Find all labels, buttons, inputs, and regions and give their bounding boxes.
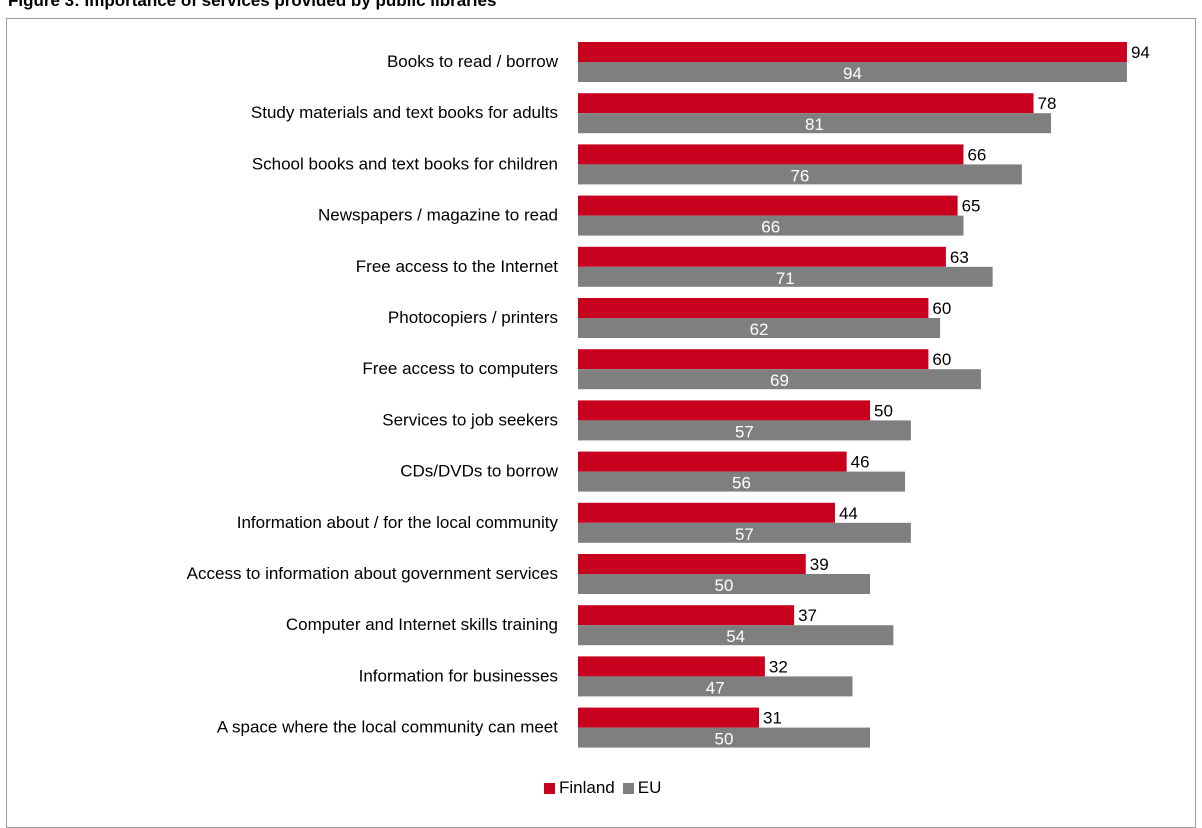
data-label-finland: 31 xyxy=(763,709,782,728)
data-label-eu: 66 xyxy=(761,218,780,237)
data-label-finland: 32 xyxy=(769,657,788,676)
category-label: Computer and Internet skills training xyxy=(286,615,558,634)
bar-finland xyxy=(578,656,765,677)
bar-finland xyxy=(578,554,806,574)
bar-eu xyxy=(578,369,981,390)
bar-eu xyxy=(578,727,870,748)
legend-swatch-finland xyxy=(544,782,555,794)
bar-finland xyxy=(578,42,1127,62)
bar-finland xyxy=(578,605,795,626)
data-label-eu: 56 xyxy=(732,474,751,493)
bar-eu xyxy=(578,471,906,492)
data-label-finland: 39 xyxy=(810,555,829,574)
bar-finland xyxy=(578,298,929,318)
bar-eu xyxy=(578,676,853,697)
bar-finland xyxy=(578,451,847,472)
category-label: Access to information about government s… xyxy=(187,564,558,583)
legend-item-eu: EU xyxy=(622,778,662,798)
data-label-finland: 60 xyxy=(932,350,951,369)
data-label-eu: 57 xyxy=(735,525,754,544)
data-label-finland: 78 xyxy=(1038,94,1057,113)
bar-finland xyxy=(578,400,870,421)
bar-eu xyxy=(578,522,911,543)
data-label-eu: 71 xyxy=(776,269,795,288)
data-label-finland: 63 xyxy=(950,248,969,267)
category-label: Information about / for the local commun… xyxy=(237,513,559,532)
data-label-finland: 50 xyxy=(874,401,893,420)
figure-title: Figure 3: Importance of services provide… xyxy=(8,0,497,10)
data-label-eu: 69 xyxy=(770,371,789,390)
data-label-eu: 47 xyxy=(706,678,725,697)
bar-eu xyxy=(578,62,1127,82)
data-label-finland: 46 xyxy=(851,453,870,472)
data-label-eu: 50 xyxy=(715,730,734,749)
category-label: Free access to computers xyxy=(362,359,558,378)
bar-finland xyxy=(578,144,964,165)
legend-item-finland: Finland xyxy=(544,778,615,798)
category-label: CDs/DVDs to borrow xyxy=(400,462,558,481)
data-label-finland: 94 xyxy=(1131,43,1150,62)
bar-finland xyxy=(578,93,1034,114)
category-label: Newspapers / magazine to read xyxy=(318,206,558,225)
data-label-eu: 76 xyxy=(790,166,809,185)
data-label-eu: 62 xyxy=(750,320,769,339)
bar-finland xyxy=(578,246,946,267)
data-label-finland: 65 xyxy=(962,197,981,216)
category-label: Information for businesses xyxy=(359,666,558,685)
legend-swatch-eu xyxy=(622,782,634,794)
data-label-eu: 57 xyxy=(735,422,754,441)
data-label-finland: 44 xyxy=(839,504,858,523)
chart-legend: Finland EU xyxy=(544,778,669,798)
bar-eu xyxy=(578,625,894,646)
category-label: Photocopiers / printers xyxy=(388,308,558,327)
legend-label-finland: Finland xyxy=(559,778,615,797)
data-label-eu: 50 xyxy=(715,576,734,595)
bar-finland xyxy=(578,502,835,523)
bar-eu xyxy=(578,318,941,338)
category-label: Services to job seekers xyxy=(382,410,558,429)
bar-eu xyxy=(578,420,911,441)
data-label-finland: 37 xyxy=(798,606,817,625)
category-label: Study materials and text books for adult… xyxy=(251,103,558,122)
category-label: Books to read / borrow xyxy=(387,52,559,71)
data-label-eu: 81 xyxy=(805,115,824,134)
bar-eu xyxy=(578,266,993,287)
category-label: A space where the local community can me… xyxy=(217,718,558,737)
category-label: Free access to the Internet xyxy=(356,257,558,276)
legend-label-eu: EU xyxy=(637,778,662,797)
data-label-eu: 54 xyxy=(726,627,745,646)
bar-eu xyxy=(578,215,964,236)
data-label-eu: 94 xyxy=(843,64,862,83)
category-label: School books and text books for children xyxy=(252,154,558,173)
bar-finland xyxy=(578,195,958,216)
bar-eu xyxy=(578,574,870,594)
bar-eu xyxy=(578,113,1052,134)
data-label-finland: 60 xyxy=(932,299,951,318)
bar-finland xyxy=(578,707,760,728)
bar-finland xyxy=(578,349,929,370)
bar-eu xyxy=(578,164,1022,185)
data-label-finland: 66 xyxy=(967,145,986,164)
